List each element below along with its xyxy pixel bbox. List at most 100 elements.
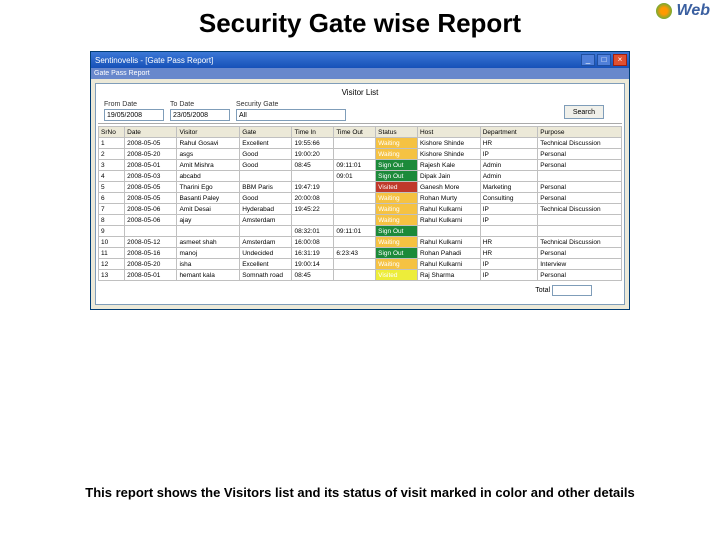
table-cell: 20:00:08: [292, 193, 334, 204]
table-cell: Excellent: [240, 259, 292, 270]
table-row[interactable]: 52008-05-05Tharini EgoBBM Paris19:47:19V…: [99, 182, 622, 193]
column-header[interactable]: Date: [125, 127, 177, 138]
table-cell: 2008-05-20: [125, 259, 177, 270]
table-cell: Excellent: [240, 138, 292, 149]
table-cell: Rajesh Kale: [417, 160, 480, 171]
table-cell: Personal: [538, 248, 622, 259]
search-button[interactable]: Search: [564, 105, 604, 119]
slide-caption: This report shows the Visitors list and …: [0, 485, 720, 500]
table-cell: hemant kala: [177, 270, 240, 281]
table-cell: 2008-05-01: [125, 270, 177, 281]
table-cell: Consulting: [480, 193, 538, 204]
table-cell: Admin: [480, 160, 538, 171]
table-row[interactable]: 132008-05-01hemant kalaSomnath road08:45…: [99, 270, 622, 281]
column-header[interactable]: SrNo: [99, 127, 125, 138]
table-cell: Technical Discussion: [538, 138, 622, 149]
table-cell: Ganesh More: [417, 182, 480, 193]
total-value: [552, 285, 592, 296]
table-cell: 2: [99, 149, 125, 160]
table-cell: 2008-05-03: [125, 171, 177, 182]
table-cell: 8: [99, 215, 125, 226]
table-cell: [334, 149, 376, 160]
column-header[interactable]: Gate: [240, 127, 292, 138]
table-cell: 5: [99, 182, 125, 193]
table-cell: Rahul Kulkarni: [417, 204, 480, 215]
table-cell: [240, 171, 292, 182]
column-header[interactable]: Visitor: [177, 127, 240, 138]
table-row[interactable]: 12008-05-05Rahul GosaviExcellent19:55:66…: [99, 138, 622, 149]
table-cell: [334, 270, 376, 281]
table-cell: 6:23:43: [334, 248, 376, 259]
table-cell: 2008-05-06: [125, 215, 177, 226]
table-cell: Rahul Kulkarni: [417, 237, 480, 248]
table-cell: Visited: [376, 182, 418, 193]
column-header[interactable]: Time Out: [334, 127, 376, 138]
table-cell: Waiting: [376, 215, 418, 226]
minimize-button[interactable]: _: [581, 54, 595, 66]
group-select[interactable]: [236, 109, 346, 121]
table-cell: [334, 138, 376, 149]
table-row[interactable]: 72008-05-06Amit DesaiHyderabad19:45:22Wa…: [99, 204, 622, 215]
table-cell: 08:32:01: [292, 226, 334, 237]
column-header[interactable]: Time In: [292, 127, 334, 138]
table-row[interactable]: 32008-05-01Amit MishraGood08:4509:11:01S…: [99, 160, 622, 171]
column-header[interactable]: Purpose: [538, 127, 622, 138]
table-cell: [292, 215, 334, 226]
column-header[interactable]: Department: [480, 127, 538, 138]
table-row[interactable]: 102008-05-12asmeet shahAmsterdam16:00:08…: [99, 237, 622, 248]
table-cell: Admin: [480, 171, 538, 182]
table-cell: IP: [480, 204, 538, 215]
mdi-title: Gate Pass Report: [91, 68, 629, 79]
table-cell: [334, 193, 376, 204]
table-cell: Good: [240, 149, 292, 160]
table-cell: 2008-05-12: [125, 237, 177, 248]
table-row[interactable]: 62008-05-05Basanti PaleyGood20:00:08Wait…: [99, 193, 622, 204]
slide-title: Security Gate wise Report: [0, 0, 720, 43]
column-header[interactable]: Status: [376, 127, 418, 138]
table-row[interactable]: 112008-05-16manojUndecided16:31:196:23:4…: [99, 248, 622, 259]
table-cell: 19:00:20: [292, 149, 334, 160]
from-date-input[interactable]: [104, 109, 164, 121]
to-date-label: To Date: [170, 101, 230, 108]
table-cell: 11: [99, 248, 125, 259]
report-panel: Visitor List From Date To Date Security …: [95, 83, 625, 305]
table-cell: Hyderabad: [240, 204, 292, 215]
table-row[interactable]: 908:32:0109:11:01Sign Out: [99, 226, 622, 237]
logo-text: Web: [677, 2, 710, 19]
table-cell: 6: [99, 193, 125, 204]
table-row[interactable]: 22008-05-20asgsGood19:00:20WaitingKishor…: [99, 149, 622, 160]
column-header[interactable]: Host: [417, 127, 480, 138]
filter-bar: From Date To Date Security Gate Search: [98, 99, 622, 124]
table-cell: Amit Mishra: [177, 160, 240, 171]
table-cell: Good: [240, 160, 292, 171]
table-cell: 2008-05-05: [125, 182, 177, 193]
table-cell: [334, 215, 376, 226]
total-label: Total: [535, 287, 550, 294]
table-cell: 2008-05-16: [125, 248, 177, 259]
table-row[interactable]: 82008-05-06ajayAmsterdamWaitingRahul Kul…: [99, 215, 622, 226]
table-cell: Raj Sharma: [417, 270, 480, 281]
table-cell: [538, 171, 622, 182]
table-row[interactable]: 122008-05-20ishaExcellent19:00:14Waiting…: [99, 259, 622, 270]
table-cell: IP: [480, 259, 538, 270]
table-cell: 2008-05-01: [125, 160, 177, 171]
table-cell: 2008-05-06: [125, 204, 177, 215]
table-cell: Marketing: [480, 182, 538, 193]
close-button[interactable]: ×: [613, 54, 627, 66]
table-cell: Waiting: [376, 149, 418, 160]
table-cell: Personal: [538, 160, 622, 171]
table-cell: IP: [480, 215, 538, 226]
table-cell: abcabd: [177, 171, 240, 182]
window-titlebar[interactable]: Sentinovelis - [Gate Pass Report] _ □ ×: [91, 52, 629, 68]
table-cell: Sign Out: [376, 226, 418, 237]
table-cell: HR: [480, 138, 538, 149]
table-row[interactable]: 42008-05-03abcabd09:01Sign OutDipak Jain…: [99, 171, 622, 182]
table-cell: 9: [99, 226, 125, 237]
table-cell: 1: [99, 138, 125, 149]
table-cell: 09:11:01: [334, 160, 376, 171]
table-cell: 2008-05-05: [125, 138, 177, 149]
table-cell: 4: [99, 171, 125, 182]
maximize-button[interactable]: □: [597, 54, 611, 66]
table-cell: Interview: [538, 259, 622, 270]
to-date-input[interactable]: [170, 109, 230, 121]
